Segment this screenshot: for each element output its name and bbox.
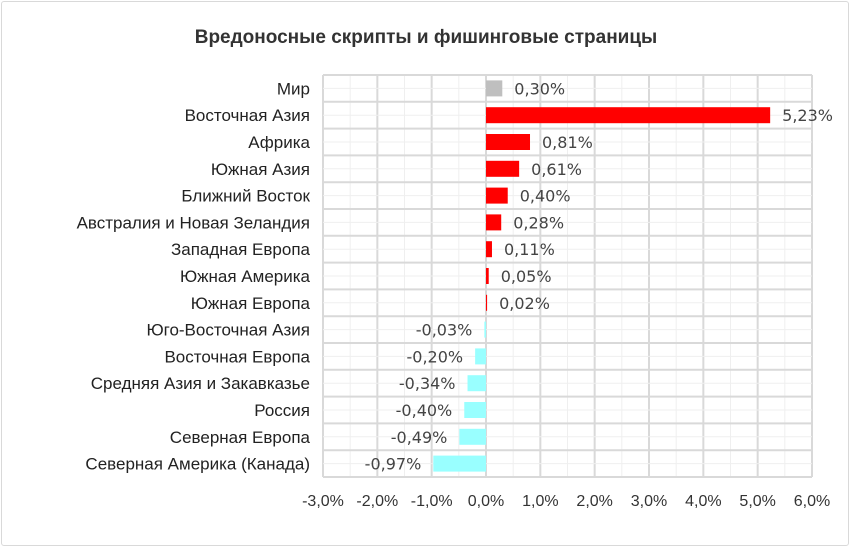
category-label: Африка <box>248 133 310 152</box>
bar <box>486 134 531 150</box>
chart-title: Вредоносные скрипты и фишинговые страниц… <box>194 27 658 48</box>
data-label: -0,49% <box>391 428 448 447</box>
category-label: Восточная Европа <box>164 347 310 366</box>
category-label: Средняя Азия и Закавказье <box>91 374 310 393</box>
data-label: 0,11% <box>504 240 555 259</box>
data-label: 0,61% <box>531 160 582 179</box>
x-tick-label: -3,0% <box>302 493 344 510</box>
data-label: 0,05% <box>501 267 552 286</box>
bar <box>486 80 503 97</box>
data-label: -0,40% <box>396 401 453 420</box>
x-tick-label: 2,0% <box>576 493 612 510</box>
category-label: Западная Европа <box>171 240 311 259</box>
category-label: Южная Европа <box>191 294 311 313</box>
bar <box>475 348 486 365</box>
category-label: Россия <box>254 401 310 420</box>
data-label: -0,03% <box>416 321 473 340</box>
category-label: Южная Америка <box>180 267 311 286</box>
x-tick-label: 6,0% <box>794 493 830 510</box>
data-label: 5,23% <box>782 106 833 125</box>
x-tick-label: 5,0% <box>739 493 775 510</box>
data-label: 0,02% <box>499 294 550 313</box>
x-tick-label: -1,0% <box>411 493 453 510</box>
bar <box>486 214 502 231</box>
bar <box>467 375 486 392</box>
category-label: Южная Азия <box>211 160 310 179</box>
x-tick-label: 0,0% <box>468 493 504 510</box>
bar <box>486 187 508 204</box>
category-label: Юго-Восточная Азия <box>146 321 310 340</box>
data-label: 0,30% <box>514 79 565 98</box>
category-label: Австралия и Новая Зеландия <box>77 213 310 232</box>
bar <box>433 455 486 472</box>
data-label: -0,20% <box>407 347 464 366</box>
x-tick-label: 4,0% <box>685 493 721 510</box>
bar <box>486 294 488 311</box>
bar <box>484 321 486 338</box>
bar <box>486 160 520 177</box>
category-label: Мир <box>277 79 310 98</box>
data-label: -0,34% <box>399 374 456 393</box>
category-label: Ближний Восток <box>181 187 310 206</box>
x-tick-label: 1,0% <box>522 493 558 510</box>
data-label: -0,97% <box>365 455 422 474</box>
bar <box>464 402 486 418</box>
bar <box>486 107 771 124</box>
data-label: 0,81% <box>542 133 593 152</box>
category-label: Северная Америка (Канада) <box>85 455 310 474</box>
bar <box>486 268 489 284</box>
category-label: Северная Европа <box>170 428 311 447</box>
category-label: Восточная Азия <box>185 106 310 125</box>
x-tick-label: 3,0% <box>631 493 667 510</box>
bar <box>486 241 492 258</box>
x-tick-label: -2,0% <box>356 493 398 510</box>
data-label: 0,28% <box>513 213 564 232</box>
bar <box>459 428 486 445</box>
data-label: 0,40% <box>520 187 571 206</box>
